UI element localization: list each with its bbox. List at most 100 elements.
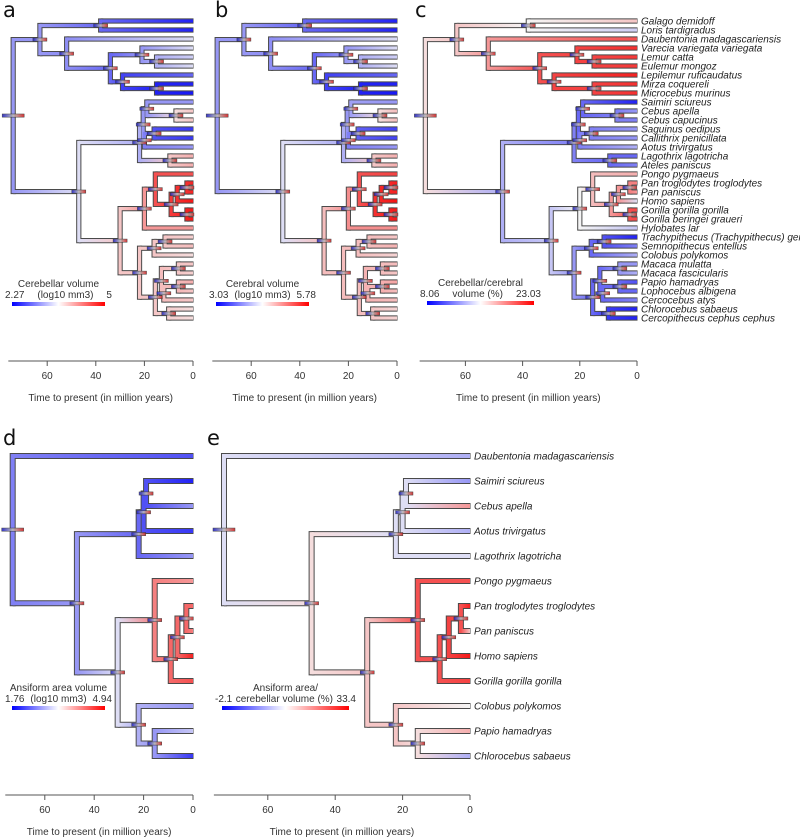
node-age-bar (566, 270, 582, 275)
tip-label: Colobus polykomos (641, 251, 728, 262)
node-age-bar (532, 66, 548, 71)
node-age-bar (307, 66, 322, 71)
node-age-bar (339, 122, 355, 127)
node-age-bar (212, 527, 236, 532)
node-age-bar (69, 601, 85, 606)
legend-title: Cerebellar/cerebral (437, 278, 524, 289)
node-age-bar (148, 187, 163, 192)
node-age-bars (1, 23, 638, 746)
legend-min: 2.27 (5, 290, 25, 301)
node-age-bar (134, 52, 150, 57)
node-age-bar (367, 202, 383, 207)
legend-title: Cerebellar volume (17, 279, 100, 290)
tip-label: Lepilemur ruficaudatus (641, 71, 742, 82)
node-age-bar (147, 618, 162, 622)
tip-label: Macaca fascicularis (641, 269, 728, 280)
node-age-bar (449, 37, 465, 42)
node-age-bar (319, 79, 334, 84)
node-age-bar (410, 741, 426, 746)
node-age-bar (583, 131, 599, 136)
tip-label: Lagothrix lagotricha (641, 152, 729, 163)
node-age-bar (543, 238, 559, 243)
x-tick-label: 60 (460, 371, 472, 382)
tip-label: Pan paniscus (641, 188, 701, 199)
node-age-bar (205, 113, 229, 118)
node-age-bar (365, 311, 380, 316)
tip-label: Lemur catta (641, 53, 694, 64)
tip-label: Lagothrix lagotricha (474, 552, 562, 563)
node-age-bar (481, 51, 496, 56)
legend-unit: (log10 mm3) (30, 694, 87, 705)
node-age-bar (586, 59, 602, 64)
legend-max: 5.78 (296, 290, 316, 301)
node-age-bar (147, 741, 162, 746)
node-age-bar (358, 279, 373, 283)
node-age-bar (169, 192, 185, 197)
x-tick-label: 0 (467, 805, 473, 816)
tip-label: Galago demidoff (641, 17, 716, 28)
node-age-bar (609, 113, 625, 118)
x-tick-label: 20 (574, 371, 586, 382)
tip-label: Pan troglodytes troglodytes (641, 179, 762, 190)
legend-max: 5 (106, 290, 112, 301)
node-age-bar (137, 206, 152, 211)
x-axis-title: Time to present (in million years) (232, 393, 377, 404)
legend-unit: cerebellar volume (%) (235, 694, 334, 705)
tip-label: Gorilla gorilla gorilla (641, 206, 729, 217)
node-age-bar (583, 246, 599, 251)
node-age-bar (341, 138, 356, 143)
node-age-bar (148, 295, 163, 300)
node-age-bar (569, 52, 585, 57)
x-tick-label: 0 (190, 371, 196, 382)
tip-label: Gorilla beringei graueri (641, 215, 743, 226)
node-age-bar (139, 106, 155, 111)
tip-label: Pan paniscus (474, 627, 534, 638)
x-tick-label: 20 (343, 371, 355, 382)
tip-label: Aotus trivirgatus (640, 143, 713, 154)
x-tick-label: 0 (190, 805, 196, 816)
node-age-bar (132, 270, 147, 275)
node-age-bar (373, 192, 389, 197)
legend-min: 1.76 (5, 694, 25, 705)
tip-label: Pan troglodytes troglodytes (474, 602, 595, 613)
node-age-bar (161, 311, 176, 316)
node-age-bar (297, 23, 312, 28)
node-age-bar (179, 616, 194, 621)
x-tick-label: 60 (262, 805, 274, 816)
node-age-bar (414, 113, 437, 118)
x-tick-label: 40 (294, 371, 306, 382)
tip-label: Colobus polykomos (474, 702, 561, 713)
tip-label: Macaca mulatta (641, 260, 712, 271)
x-axis-title: Time to present (in million years) (28, 393, 173, 404)
panel-label-e: e (207, 426, 220, 450)
node-age-bar (388, 722, 404, 727)
node-age-bar (571, 122, 586, 127)
color-scale-bar (12, 706, 105, 710)
node-age-bar (353, 59, 368, 64)
tip-label: Varecia variegata variegata (641, 44, 763, 55)
legend-unit: (log10 mm3) (37, 290, 94, 301)
node-age-bar (375, 284, 390, 289)
node-age-bar (171, 284, 186, 289)
tip-label: Daubentonia madagascariensis (641, 35, 781, 46)
node-age-bar (586, 86, 602, 91)
tip-label: Mirza coquereli (641, 80, 710, 91)
node-age-bar (595, 291, 610, 296)
node-age-bar (343, 106, 359, 111)
node-age-bar (137, 138, 152, 143)
legend-unit: (log10 mm3) (234, 290, 291, 301)
node-age-bar (110, 670, 125, 675)
tip-label: Cebus apella (474, 502, 533, 513)
node-age-bar (162, 158, 178, 163)
node-age-bar (353, 86, 368, 91)
node-age-bar (572, 206, 588, 211)
tip-label: Cebus capucinus (641, 116, 718, 127)
node-age-bar (350, 131, 366, 136)
legend-max: 4.94 (92, 694, 112, 705)
node-age-bar (360, 291, 376, 296)
node-age-bar (163, 657, 179, 661)
legend-min: -2.1 (215, 694, 233, 705)
node-age-bar (171, 266, 186, 271)
color-legend-a: Cerebellar volume 2.27 (log10 mm3) 5 (5, 279, 112, 306)
color-legend-d: Ansiform area volume 1.76 (log10 mm3) 4.94 (5, 683, 112, 710)
